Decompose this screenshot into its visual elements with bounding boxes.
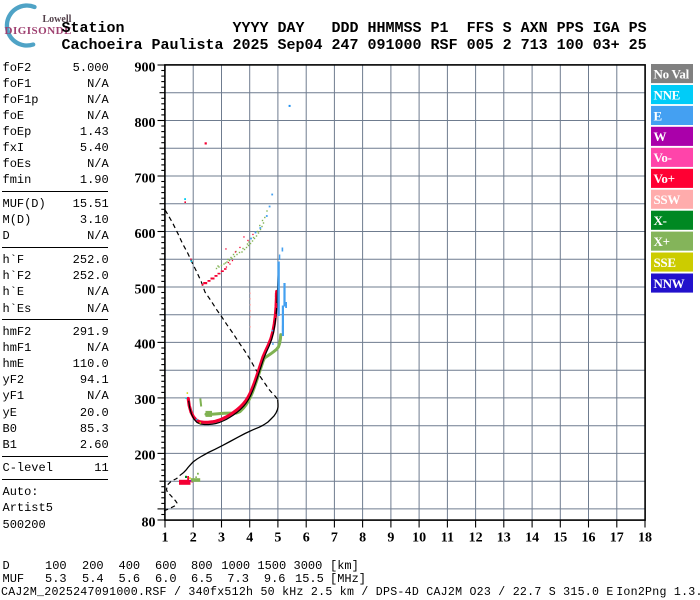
svg-text:18: 18 (638, 531, 652, 546)
svg-text:13: 13 (497, 531, 511, 546)
svg-text:3: 3 (218, 531, 225, 546)
svg-text:E: E (654, 108, 662, 123)
svg-text:4: 4 (246, 531, 253, 546)
svg-text:11: 11 (441, 531, 454, 546)
svg-text:800: 800 (135, 116, 156, 131)
svg-text:NNE: NNE (654, 87, 681, 102)
svg-text:17: 17 (610, 531, 624, 546)
svg-text:X+: X+ (654, 234, 670, 249)
svg-text:2: 2 (190, 531, 197, 546)
svg-text:12: 12 (469, 531, 483, 546)
svg-text:80: 80 (142, 515, 156, 530)
svg-text:700: 700 (135, 171, 156, 186)
svg-text:X-: X- (654, 213, 667, 228)
svg-text:No Val: No Val (654, 66, 690, 81)
svg-text:SSW: SSW (654, 192, 681, 207)
svg-text:Vo-: Vo- (654, 150, 672, 165)
svg-text:9: 9 (387, 531, 394, 546)
svg-text:SSE: SSE (654, 255, 676, 270)
svg-text:6: 6 (303, 531, 310, 546)
svg-text:1: 1 (162, 531, 169, 546)
svg-text:600: 600 (135, 227, 156, 242)
svg-text:500: 500 (135, 282, 156, 297)
svg-text:NNW: NNW (654, 276, 685, 291)
svg-text:W: W (654, 129, 667, 144)
svg-text:15: 15 (553, 531, 567, 546)
svg-text:14: 14 (525, 531, 539, 546)
svg-text:8: 8 (359, 531, 366, 546)
svg-text:16: 16 (582, 531, 596, 546)
svg-text:5: 5 (274, 531, 281, 546)
svg-text:10: 10 (412, 531, 426, 546)
svg-text:7: 7 (331, 531, 338, 546)
svg-text:400: 400 (135, 338, 156, 353)
svg-text:300: 300 (135, 393, 156, 408)
svg-text:900: 900 (135, 60, 156, 75)
svg-text:Vo+: Vo+ (654, 171, 675, 186)
svg-text:200: 200 (135, 449, 156, 464)
